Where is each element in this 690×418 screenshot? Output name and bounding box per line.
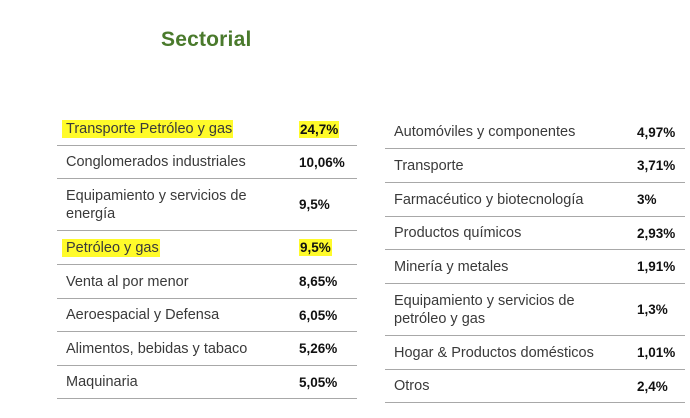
sector-name: Petróleo y gas [57,238,289,257]
table-row: Transporte 3,71% [385,149,685,183]
sector-name: Equipamiento y servicios de energía [66,187,247,222]
sector-name: Aeroespacial y Defensa [66,307,220,323]
sector-name: Hogar & Productos domésticos [394,344,594,361]
table-row: Conglomerados industriales 10,06% [57,146,357,179]
sector-weight: 3,71% [637,158,676,173]
sector-name: Alimentos, bebidas y tabaco [66,340,248,357]
table-row: Equipamiento y servicios de petróleo y g… [385,284,685,336]
table-row: Petróleo y gas 9,5% [57,231,357,265]
sector-weight: 5,26% [299,341,338,356]
sector-name: Venta al por menor [66,273,189,290]
table-row: Otros 2,4% [385,370,685,403]
sector-weight: 24,7% [289,120,357,138]
table-row: Venta al por menor 8,65% [57,265,357,299]
table-row: Maquinaria 5,05% [57,366,357,399]
sector-weight: 3% [637,192,657,207]
table-row: Transporte Petróleo y gas 24,7% [57,113,357,146]
sector-weight: 9,5% [299,197,330,212]
sector-weight: 6,05% [299,307,338,323]
highlighted-value: 24,7% [299,120,340,138]
table-row: Productos químicos 2,93% [385,217,685,250]
sector-name: Conglomerados industriales [66,154,246,170]
sector-weight: 4,97% [637,124,676,140]
table-row: Farmacéutico y biotecnología 3% [385,183,685,217]
sector-name: Minería y metales [394,258,509,275]
sector-weight: 1,91% [637,259,676,274]
table-row: Automóviles y componentes 4,97% [385,116,685,149]
table-row: Aeroespacial y Defensa 6,05% [57,299,357,332]
table-row: Alimentos, bebidas y tabaco 5,26% [57,332,357,366]
sector-name: Transporte Petróleo y gas [57,120,289,138]
sector-table-left: Transporte Petróleo y gas 24,7% Conglome… [57,113,357,399]
sector-weight: 8,65% [299,274,338,289]
sector-name: Productos químicos [394,225,522,241]
table-row: Minería y metales 1,91% [385,250,685,284]
highlighted-text: Petróleo y gas [62,238,160,257]
sector-name: Farmacéutico y biotecnología [394,191,584,208]
section-title: Sectorial [161,28,252,51]
sector-weight: 2,93% [637,225,676,241]
sector-name: Otros [394,378,430,394]
sector-weight: 2,4% [637,378,668,394]
sector-weight: 1,3% [637,302,668,317]
sector-name: Maquinaria [66,374,138,390]
table-row: Equipamiento y servicios de energía 9,5% [57,179,357,231]
sector-table-right: Automóviles y componentes 4,97% Transpor… [385,116,685,403]
highlighted-value: 9,5% [299,239,332,256]
sector-weight: 10,06% [299,154,345,170]
sector-weight: 5,05% [299,374,338,390]
sector-weight: 9,5% [289,239,357,256]
sector-weight: 1,01% [637,345,676,360]
highlighted-text: Transporte Petróleo y gas [62,120,234,138]
sector-name: Equipamiento y servicios de petróleo y g… [394,292,575,327]
sector-name: Automóviles y componentes [394,124,576,140]
sector-name: Transporte [394,157,464,174]
table-row: Hogar & Productos domésticos 1,01% [385,336,685,370]
